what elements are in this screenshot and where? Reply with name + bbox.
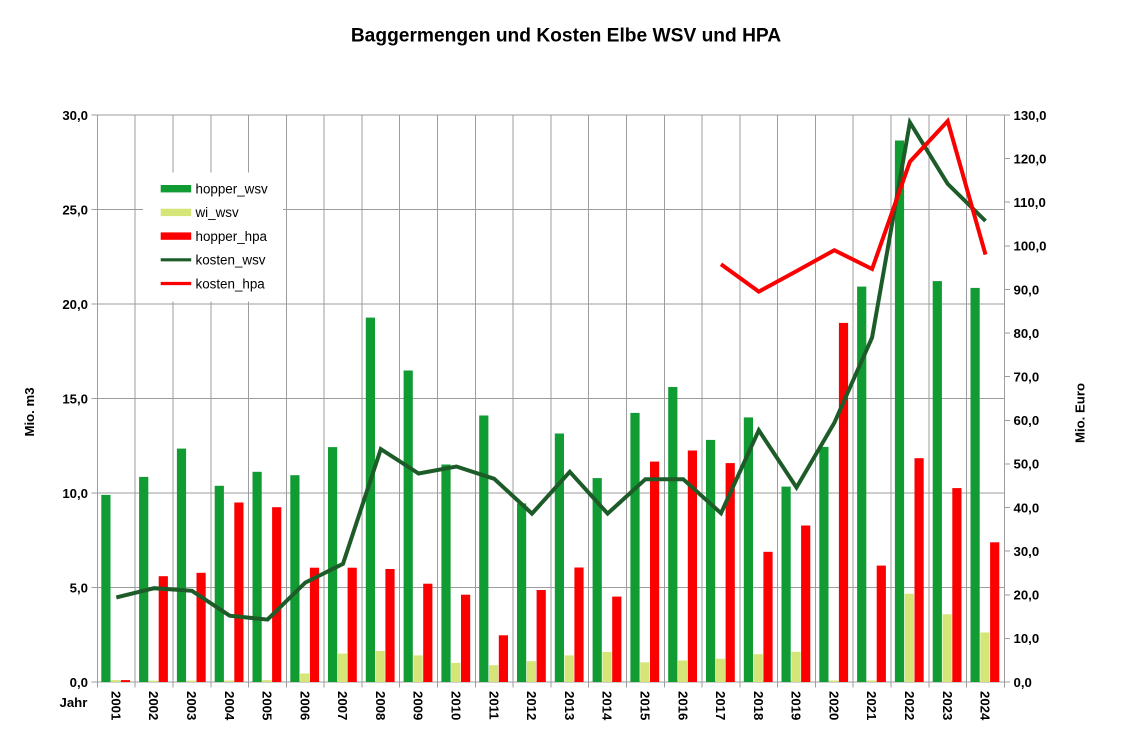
svg-text:130,0: 130,0 — [1014, 108, 1047, 123]
svg-text:2011: 2011 — [486, 691, 501, 720]
svg-text:5,0: 5,0 — [70, 580, 88, 595]
svg-text:2020: 2020 — [826, 691, 841, 720]
svg-text:2024: 2024 — [978, 691, 993, 721]
svg-text:hopper_hpa: hopper_hpa — [196, 229, 268, 244]
svg-text:2005: 2005 — [260, 691, 275, 720]
svg-text:60,0: 60,0 — [1014, 413, 1040, 428]
svg-text:2021: 2021 — [864, 691, 879, 720]
svg-text:2019: 2019 — [789, 691, 804, 720]
svg-text:30,0: 30,0 — [62, 108, 88, 123]
svg-text:20,0: 20,0 — [1014, 588, 1040, 603]
svg-text:10,0: 10,0 — [62, 486, 88, 501]
svg-text:90,0: 90,0 — [1014, 282, 1040, 297]
svg-text:2001: 2001 — [108, 691, 123, 720]
svg-text:kosten_wsv: kosten_wsv — [196, 253, 266, 268]
svg-text:2008: 2008 — [373, 691, 388, 720]
svg-text:2003: 2003 — [184, 691, 199, 720]
svg-text:2010: 2010 — [449, 691, 464, 720]
svg-text:2016: 2016 — [675, 691, 690, 720]
svg-text:70,0: 70,0 — [1014, 370, 1040, 385]
svg-text:2018: 2018 — [751, 691, 766, 720]
svg-text:2015: 2015 — [638, 691, 653, 720]
svg-text:100,0: 100,0 — [1014, 239, 1047, 254]
svg-text:40,0: 40,0 — [1014, 500, 1040, 515]
svg-text:2013: 2013 — [562, 691, 577, 720]
svg-text:2002: 2002 — [146, 691, 161, 720]
svg-text:10,0: 10,0 — [1014, 631, 1040, 646]
svg-text:0,0: 0,0 — [70, 675, 88, 690]
svg-text:2023: 2023 — [940, 691, 955, 720]
svg-text:Baggermengen und Kosten Elbe W: Baggermengen und Kosten Elbe WSV und HPA — [351, 26, 781, 47]
svg-text:2004: 2004 — [222, 691, 237, 721]
svg-text:Mio. m3: Mio. m3 — [22, 387, 37, 436]
svg-text:Mio. Euro: Mio. Euro — [1073, 383, 1088, 443]
svg-text:50,0: 50,0 — [1014, 457, 1040, 472]
svg-text:120,0: 120,0 — [1014, 151, 1047, 166]
svg-text:0,0: 0,0 — [1014, 675, 1032, 690]
svg-text:80,0: 80,0 — [1014, 326, 1040, 341]
svg-text:2009: 2009 — [411, 691, 426, 720]
svg-text:2017: 2017 — [713, 691, 728, 720]
svg-text:25,0: 25,0 — [62, 202, 88, 217]
svg-text:kosten_hpa: kosten_hpa — [196, 276, 266, 291]
svg-text:20,0: 20,0 — [62, 297, 88, 312]
svg-text:110,0: 110,0 — [1014, 195, 1046, 210]
svg-text:hopper_wsv: hopper_wsv — [196, 182, 269, 197]
svg-text:2022: 2022 — [902, 691, 917, 720]
svg-text:2007: 2007 — [335, 691, 350, 720]
svg-text:2006: 2006 — [297, 691, 312, 720]
svg-text:Jahr: Jahr — [60, 695, 88, 710]
svg-text:2014: 2014 — [600, 691, 615, 721]
svg-text:15,0: 15,0 — [62, 391, 88, 406]
svg-text:30,0: 30,0 — [1014, 544, 1040, 559]
svg-text:2012: 2012 — [524, 691, 539, 720]
svg-text:wi_wsv: wi_wsv — [195, 205, 239, 220]
